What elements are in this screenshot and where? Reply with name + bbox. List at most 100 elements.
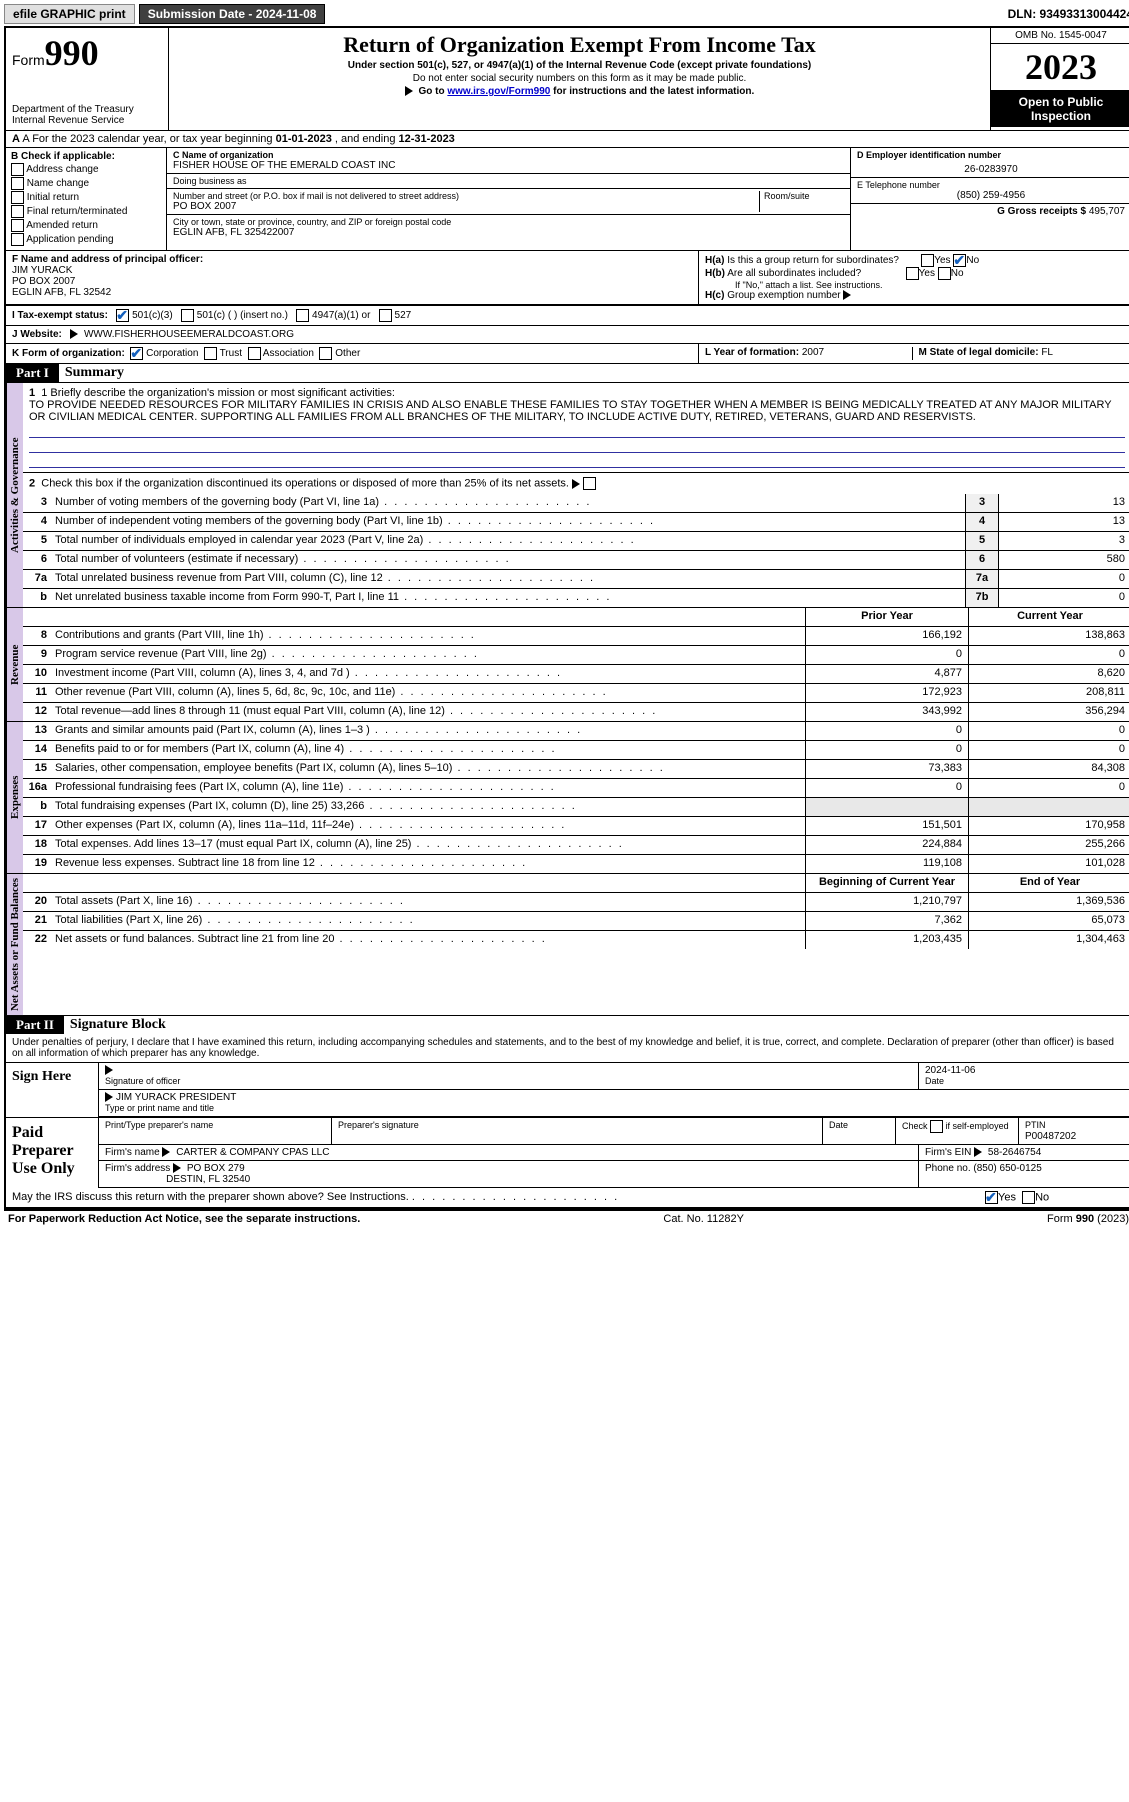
org-name: FISHER HOUSE OF THE EMERALD COAST INC xyxy=(173,160,844,171)
officer-name: JIM YURACK xyxy=(12,265,692,276)
form-word: Form xyxy=(12,52,45,68)
revenue-section: Revenue Prior YearCurrent Year 8Contribu… xyxy=(6,608,1129,722)
summary-line: 3Number of voting members of the governi… xyxy=(23,494,1129,513)
ptin-value: P00487202 xyxy=(1025,1131,1076,1142)
form-title: Return of Organization Exempt From Incom… xyxy=(175,32,984,58)
part1-header: Part I Summary xyxy=(6,364,1129,383)
tax-year: 2023 xyxy=(1025,47,1097,87)
summary-line: 13Grants and similar amounts paid (Part … xyxy=(23,722,1129,741)
top-toolbar: efile GRAPHIC print Submission Date - 20… xyxy=(4,4,1129,24)
row-a-tax-year: A A For the 2023 calendar year, or tax y… xyxy=(6,131,1129,148)
sign-date: 2024-11-06 xyxy=(925,1065,975,1076)
chk-final-return[interactable]: Final return/terminated xyxy=(11,205,161,218)
expenses-section: Expenses 13Grants and similar amounts pa… xyxy=(6,722,1129,874)
chk-application-pending[interactable]: Application pending xyxy=(11,233,161,246)
subtitle-1: Under section 501(c), 527, or 4947(a)(1)… xyxy=(175,60,984,71)
chk-discuss-no[interactable] xyxy=(1022,1191,1035,1204)
h-a-question: H(a) Is this a group return for subordin… xyxy=(705,254,1125,267)
website-value: WWW.FISHERHOUSEEMERALDCOAST.ORG xyxy=(84,329,294,340)
gross-receipts: 495,707 xyxy=(1089,206,1125,217)
subtitle-2: Do not enter social security numbers on … xyxy=(175,73,984,84)
arrow-icon xyxy=(405,86,413,96)
summary-line: 11Other revenue (Part VIII, column (A), … xyxy=(23,684,1129,703)
h-c-question: H(c) Group exemption number xyxy=(705,290,1125,301)
firm-addr1: PO BOX 279 xyxy=(187,1163,245,1174)
row-i-tax-status: I Tax-exempt status: 501(c)(3) 501(c) ( … xyxy=(6,305,1129,326)
dept-text: Department of the TreasuryInternal Reven… xyxy=(12,104,162,126)
chk-501c3[interactable] xyxy=(116,309,129,322)
subtitle-3: Go to www.irs.gov/Form990 for instructio… xyxy=(175,86,984,97)
dln-text: DLN: 93493313004424 xyxy=(1008,7,1129,21)
firm-phone: (850) 650-0125 xyxy=(973,1163,1041,1174)
chk-trust[interactable] xyxy=(204,347,217,360)
form-header: Form990 Department of the TreasuryIntern… xyxy=(6,28,1129,131)
summary-line: bTotal fundraising expenses (Part IX, co… xyxy=(23,798,1129,817)
summary-line: 6Total number of volunteers (estimate if… xyxy=(23,551,1129,570)
net-assets-section: Net Assets or Fund Balances Beginning of… xyxy=(6,874,1129,1016)
summary-line: 4Number of independent voting members of… xyxy=(23,513,1129,532)
mission-text: TO PROVIDE NEEDED RESOURCES FOR MILITARY… xyxy=(29,399,1125,423)
chk-527[interactable] xyxy=(379,309,392,322)
form-number: 990 xyxy=(45,33,99,73)
q2-text: Check this box if the organization disco… xyxy=(41,477,569,489)
sign-here-block: Sign Here Signature of officer 2024-11-0… xyxy=(6,1062,1129,1117)
part2-header: Part II Signature Block xyxy=(6,1016,1129,1034)
phone-value: (850) 259-4956 xyxy=(857,190,1125,201)
omb-number: OMB No. 1545-0047 xyxy=(991,28,1129,44)
summary-line: 5Total number of individuals employed in… xyxy=(23,532,1129,551)
officer-addr1: PO BOX 2007 xyxy=(12,276,692,287)
chk-association[interactable] xyxy=(248,347,261,360)
perjury-statement: Under penalties of perjury, I declare th… xyxy=(6,1034,1129,1062)
summary-line: 20Total assets (Part X, line 16)1,210,79… xyxy=(23,893,1129,912)
row-j-website: J Website: WWW.FISHERHOUSEEMERALDCOAST.O… xyxy=(6,326,1129,344)
firm-name: CARTER & COMPANY CPAS LLC xyxy=(176,1147,329,1158)
chk-initial-return[interactable]: Initial return xyxy=(11,191,161,204)
year-formation: 2007 xyxy=(802,347,824,358)
summary-line: 17Other expenses (Part IX, column (A), l… xyxy=(23,817,1129,836)
chk-other[interactable] xyxy=(319,347,332,360)
chk-corporation[interactable] xyxy=(130,347,143,360)
summary-line: 12Total revenue—add lines 8 through 11 (… xyxy=(23,703,1129,721)
summary-line: 18Total expenses. Add lines 13–17 (must … xyxy=(23,836,1129,855)
officer-sig-name: JIM YURACK PRESIDENT xyxy=(116,1092,236,1103)
chk-address-change[interactable]: Address change xyxy=(11,163,161,176)
row-f-h: F Name and address of principal officer:… xyxy=(6,251,1129,305)
firm-ein: 58-2646754 xyxy=(988,1147,1041,1158)
paid-preparer-block: Paid Preparer Use Only Print/Type prepar… xyxy=(6,1117,1129,1188)
summary-line: 22Net assets or fund balances. Subtract … xyxy=(23,931,1129,949)
irs-link[interactable]: www.irs.gov/Form990 xyxy=(447,86,550,97)
submission-date-button[interactable]: Submission Date - 2024-11-08 xyxy=(139,4,326,24)
chk-discontinued[interactable] xyxy=(583,477,596,490)
summary-line: 14Benefits paid to or for members (Part … xyxy=(23,741,1129,760)
discuss-row: May the IRS discuss this return with the… xyxy=(6,1188,1129,1209)
governance-section: Activities & Governance 1 1 Briefly desc… xyxy=(6,383,1129,608)
summary-line: 10Investment income (Part VIII, column (… xyxy=(23,665,1129,684)
summary-line: 7aTotal unrelated business revenue from … xyxy=(23,570,1129,589)
row-k-l-m: K Form of organization: Corporation Trus… xyxy=(6,344,1129,364)
box-d-e-g: D Employer identification number 26-0283… xyxy=(850,148,1129,250)
chk-amended-return[interactable]: Amended return xyxy=(11,219,161,232)
summary-line: bNet unrelated business taxable income f… xyxy=(23,589,1129,607)
firm-addr2: DESTIN, FL 32540 xyxy=(166,1174,250,1185)
street-address: PO BOX 2007 xyxy=(173,201,759,212)
box-b-checkboxes: B Check if applicable: Address change Na… xyxy=(6,148,167,250)
summary-line: 9Program service revenue (Part VIII, lin… xyxy=(23,646,1129,665)
form-frame: Form990 Department of the TreasuryIntern… xyxy=(4,26,1129,1211)
summary-line: 19Revenue less expenses. Subtract line 1… xyxy=(23,855,1129,873)
officer-addr2: EGLIN AFB, FL 32542 xyxy=(12,287,692,298)
h-b-question: H(b) Are all subordinates included? Yes … xyxy=(705,267,1125,280)
summary-line: 8Contributions and grants (Part VIII, li… xyxy=(23,627,1129,646)
box-c-org-info: C Name of organization FISHER HOUSE OF T… xyxy=(167,148,850,250)
page-footer: For Paperwork Reduction Act Notice, see … xyxy=(4,1211,1129,1227)
state-domicile: FL xyxy=(1041,347,1053,358)
chk-501c[interactable] xyxy=(181,309,194,322)
ein-value: 26-0283970 xyxy=(857,164,1125,175)
city-state-zip: EGLIN AFB, FL 325422007 xyxy=(173,227,844,238)
summary-line: 16aProfessional fundraising fees (Part I… xyxy=(23,779,1129,798)
efile-button[interactable]: efile GRAPHIC print xyxy=(4,4,135,24)
chk-self-employed[interactable] xyxy=(930,1120,943,1133)
chk-4947[interactable] xyxy=(296,309,309,322)
chk-discuss-yes[interactable] xyxy=(985,1191,998,1204)
chk-name-change[interactable]: Name change xyxy=(11,177,161,190)
summary-line: 21Total liabilities (Part X, line 26)7,3… xyxy=(23,912,1129,931)
